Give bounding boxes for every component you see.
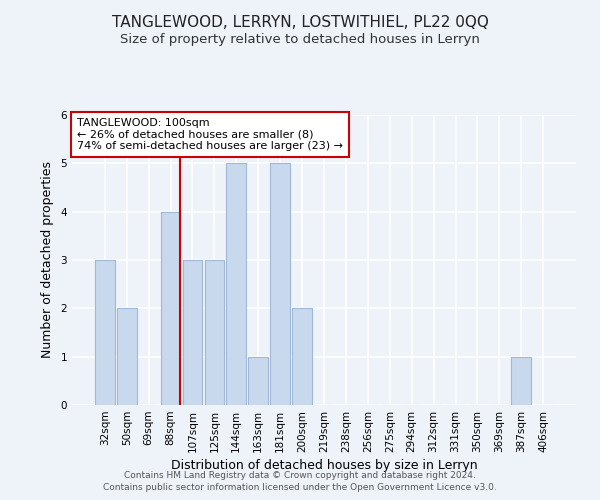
Text: TANGLEWOOD: 100sqm
← 26% of detached houses are smaller (8)
74% of semi-detached: TANGLEWOOD: 100sqm ← 26% of detached hou… [77,118,343,151]
Bar [511,356,531,405]
Bar [117,308,137,405]
X-axis label: Distribution of detached houses by size in Lerryn: Distribution of detached houses by size … [170,459,478,472]
Text: Contains public sector information licensed under the Open Government Licence v3: Contains public sector information licen… [103,484,497,492]
Text: Size of property relative to detached houses in Lerryn: Size of property relative to detached ho… [120,32,480,46]
Bar [226,164,246,405]
Bar [205,260,224,405]
Bar [161,212,181,405]
Text: TANGLEWOOD, LERRYN, LOSTWITHIEL, PL22 0QQ: TANGLEWOOD, LERRYN, LOSTWITHIEL, PL22 0Q… [112,15,488,30]
Bar [270,164,290,405]
Bar [292,308,312,405]
Bar [95,260,115,405]
Bar [248,356,268,405]
Y-axis label: Number of detached properties: Number of detached properties [41,162,53,358]
Text: Contains HM Land Registry data © Crown copyright and database right 2024.: Contains HM Land Registry data © Crown c… [124,471,476,480]
Bar [182,260,202,405]
